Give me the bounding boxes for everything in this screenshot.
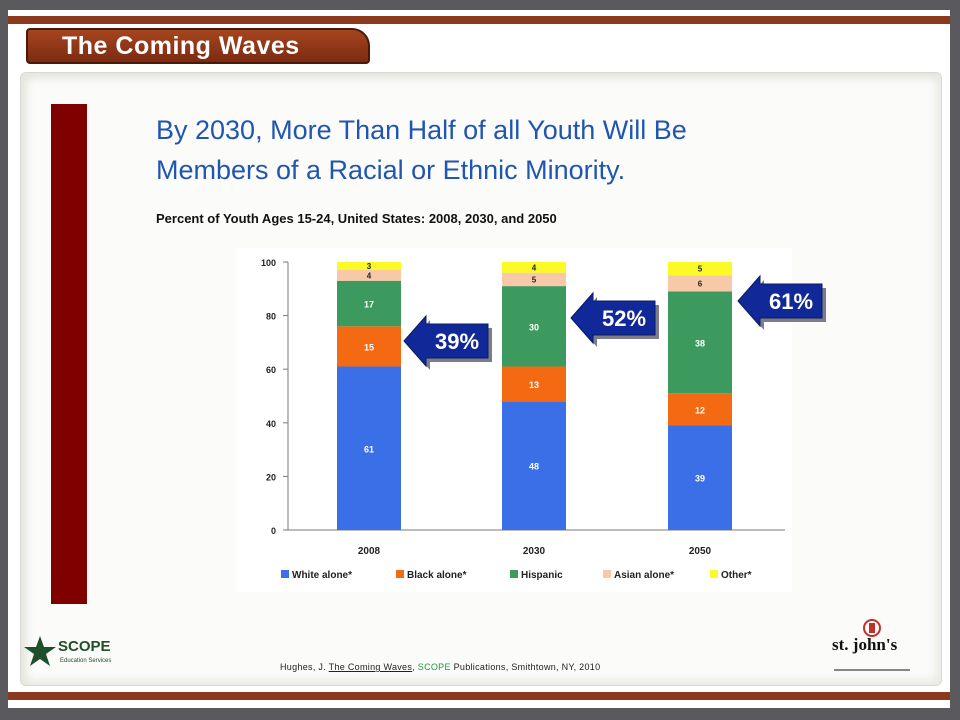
data-label: 4	[367, 271, 372, 280]
bar-segment	[502, 401, 566, 530]
data-label: 6	[698, 279, 703, 288]
data-label: 15	[364, 342, 374, 352]
data-label: 5	[532, 275, 537, 284]
data-label: 12	[695, 405, 705, 415]
legend-swatch	[281, 570, 289, 578]
stjohns-crest-icon	[834, 619, 910, 671]
callout-arrow-icon	[570, 291, 656, 345]
legend-swatch	[710, 570, 718, 578]
top-rule	[8, 16, 950, 24]
section-tab-title: The Coming Waves	[26, 28, 370, 64]
x-tick-label: 2050	[689, 546, 712, 557]
bar-segment	[337, 366, 401, 530]
data-label: 48	[529, 462, 539, 472]
x-tick-label: 2008	[358, 546, 381, 557]
sidebar-accent-bar	[51, 104, 87, 604]
y-tick-label: 80	[266, 312, 276, 322]
bar-segment	[337, 262, 401, 271]
bar-segment	[337, 270, 401, 281]
legend-swatch	[396, 570, 404, 578]
legend-label: White alone*	[292, 570, 352, 581]
bar-segment	[337, 280, 401, 327]
data-label: 5	[698, 265, 703, 274]
citation-title: The Coming Waves	[328, 662, 413, 672]
bar-segment	[668, 425, 732, 530]
citation-suffix: Publications, Smithtown, NY, 2010	[450, 662, 601, 672]
bar-segment	[502, 262, 566, 273]
y-tick-label: 20	[266, 472, 276, 482]
stjohns-logo-text: st. john's	[832, 635, 898, 654]
data-label: 38	[695, 338, 705, 348]
legend-label: Other*	[721, 570, 752, 581]
citation-brand: SCOPE	[417, 662, 451, 672]
headline-line-1: By 2030, More Than Half of all Youth Wil…	[156, 115, 687, 145]
bar-segment	[337, 326, 401, 367]
bar-segment	[668, 262, 732, 276]
data-label: 30	[529, 322, 539, 332]
legend-swatch	[510, 570, 518, 578]
data-label: 39	[695, 474, 705, 484]
y-tick-label: 40	[266, 419, 276, 429]
headline: By 2030, More Than Half of all Youth Wil…	[156, 110, 896, 190]
callout-label: 52%	[602, 306, 646, 331]
legend-label: Hispanic	[521, 570, 563, 581]
y-tick-label: 0	[271, 526, 276, 536]
scope-logo-subtitle: Education Services	[60, 658, 112, 664]
legend-swatch	[603, 570, 611, 578]
bar-segment	[502, 272, 566, 287]
bottom-rule	[8, 692, 950, 700]
callout-arrow-icon	[737, 274, 823, 328]
y-tick-label: 60	[266, 365, 276, 375]
callout-arrow-icon	[403, 314, 489, 368]
legend-label: Black alone*	[407, 570, 467, 581]
scope-star-icon	[24, 636, 56, 666]
data-label: 13	[529, 380, 539, 390]
chart-layer: 0204060801006115174320084813305420303912…	[236, 248, 826, 592]
bar-segment	[502, 366, 566, 402]
bar-segment	[502, 286, 566, 367]
bar-segment	[668, 393, 732, 426]
bar-segment	[668, 275, 732, 292]
callout-label: 61%	[769, 289, 813, 314]
legend-label: Asian alone*	[614, 570, 674, 581]
citation-prefix: Hughes, J.	[280, 662, 329, 672]
callout-label: 39%	[435, 329, 479, 354]
bar-segment	[668, 291, 732, 394]
data-label: 61	[364, 444, 374, 454]
x-tick-label: 2030	[523, 546, 546, 557]
citation-separator: ,	[412, 662, 418, 672]
y-tick-label: 100	[261, 258, 276, 268]
citation: Hughes, J. The Coming Waves, SCOPE Publi…	[280, 662, 700, 672]
data-label: 17	[364, 300, 374, 310]
data-label: 4	[532, 263, 537, 272]
chart-title: Percent of Youth Ages 15-24, United Stat…	[156, 211, 557, 226]
scope-logo-text: SCOPE	[58, 638, 111, 655]
headline-line-2: Members of a Racial or Ethnic Minority.	[156, 155, 626, 185]
data-label: 3	[367, 262, 372, 271]
